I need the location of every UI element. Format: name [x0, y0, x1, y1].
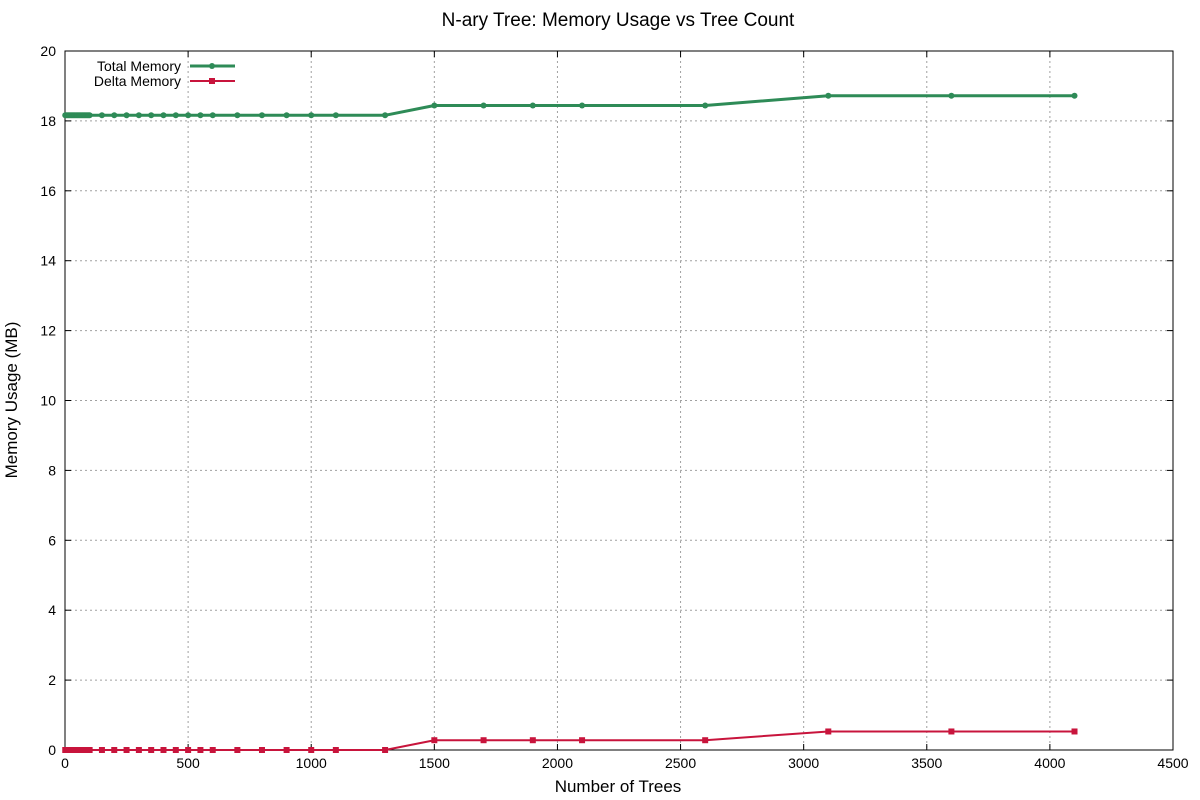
data-point — [209, 747, 216, 753]
data-point — [332, 747, 339, 753]
x-tick-label: 1000 — [296, 755, 327, 771]
data-point — [431, 737, 438, 744]
series-total-memory — [62, 92, 1078, 119]
data-point — [172, 747, 179, 753]
data-point — [172, 112, 179, 119]
data-point — [160, 747, 167, 753]
data-point — [825, 728, 832, 735]
data-point — [135, 112, 142, 119]
data-point — [160, 112, 167, 119]
data-point — [308, 747, 315, 753]
data-point — [98, 747, 105, 753]
data-point — [480, 102, 487, 109]
y-tick-label: 12 — [40, 323, 56, 339]
x-tick-label: 4000 — [1034, 755, 1065, 771]
data-point — [480, 737, 487, 744]
y-tick-label: 14 — [40, 253, 56, 269]
y-tick-label: 16 — [40, 183, 56, 199]
data-point — [86, 747, 93, 753]
data-point — [98, 112, 105, 119]
data-point — [197, 747, 204, 753]
legend-label: Delta Memory — [94, 73, 181, 89]
data-point — [283, 747, 290, 753]
data-point — [825, 92, 832, 99]
legend-label: Total Memory — [97, 58, 181, 74]
x-tick-label: 2500 — [665, 755, 696, 771]
data-point — [308, 112, 315, 119]
y-tick-label: 4 — [48, 602, 56, 618]
data-point — [185, 112, 192, 119]
data-point — [702, 102, 709, 109]
data-point — [431, 102, 438, 109]
x-tick-label: 3000 — [788, 755, 819, 771]
data-point — [1071, 92, 1078, 99]
x-axis-label: Number of Trees — [555, 777, 682, 796]
data-point — [1071, 728, 1078, 735]
ticks: 0 500 1000 1500 2000 2500 3000 3500 4000 4500 0 2 4 6… — [40, 43, 1188, 771]
data-point — [529, 102, 536, 109]
x-tick-label: 3500 — [911, 755, 942, 771]
data-point — [702, 737, 709, 744]
data-point — [579, 102, 586, 109]
y-tick-label: 6 — [48, 532, 56, 548]
grid — [65, 51, 1173, 750]
data-point — [948, 92, 955, 99]
chart-title: N-ary Tree: Memory Usage vs Tree Count — [442, 10, 795, 31]
x-tick-label: 4500 — [1157, 755, 1188, 771]
data-point — [234, 747, 241, 753]
data-point — [382, 112, 389, 119]
data-point — [148, 112, 155, 119]
data-point — [948, 728, 955, 735]
y-tick-label: 2 — [48, 672, 56, 688]
data-point — [579, 737, 586, 744]
data-point — [332, 112, 339, 119]
x-tick-label: 2000 — [542, 755, 573, 771]
data-point — [111, 112, 118, 119]
data-point — [123, 112, 130, 119]
plot-frame — [64, 50, 1174, 751]
legend-swatch-marker — [209, 78, 215, 84]
y-axis-label: Memory Usage (MB) — [2, 322, 21, 479]
data-point — [123, 747, 130, 753]
y-tick-label: 18 — [40, 113, 56, 129]
series-layer — [62, 92, 1078, 753]
series-delta-memory — [62, 728, 1078, 753]
data-point — [529, 737, 536, 744]
data-point — [86, 112, 93, 119]
x-tick-label: 1500 — [419, 755, 450, 771]
data-point — [258, 747, 265, 753]
legend-swatch-marker — [209, 63, 215, 69]
series-line — [64, 94, 1075, 117]
data-point — [209, 112, 216, 119]
data-point — [283, 112, 290, 119]
y-tick-label: 10 — [40, 393, 56, 409]
y-tick-label: 0 — [48, 742, 56, 758]
data-point — [148, 747, 155, 753]
data-point — [197, 112, 204, 119]
data-point — [258, 112, 265, 119]
y-tick-label: 20 — [40, 43, 56, 59]
x-tick-label: 0 — [61, 755, 69, 771]
x-tick-label: 500 — [176, 755, 200, 771]
data-point — [135, 747, 142, 753]
data-point — [111, 747, 118, 753]
series-line — [65, 730, 1075, 751]
data-point — [382, 747, 389, 753]
data-point — [234, 112, 241, 119]
data-point — [185, 747, 192, 753]
y-tick-label: 8 — [48, 462, 56, 478]
